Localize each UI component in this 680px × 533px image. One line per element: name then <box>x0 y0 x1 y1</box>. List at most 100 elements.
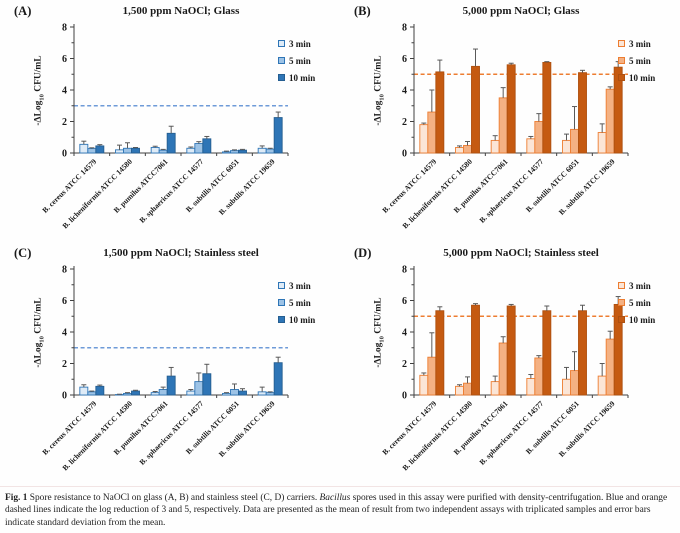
legend-swatch-icon <box>278 316 285 323</box>
bar <box>166 132 176 154</box>
bar <box>265 392 275 396</box>
y-tick-label: 0 <box>62 149 67 160</box>
bar <box>131 390 140 396</box>
bar <box>238 390 247 396</box>
legend-label: 10 min <box>629 72 656 83</box>
panel-label-a: (A) <box>14 4 32 18</box>
legend-label: 5 min <box>289 297 311 308</box>
y-tick-label: 2 <box>402 117 407 128</box>
legend-swatch-icon <box>278 57 285 64</box>
bar <box>463 382 472 396</box>
caption-text: Spore resistance to NaOCl on glass (A, B… <box>27 493 320 503</box>
legend-item: 10 min <box>278 311 315 328</box>
bar <box>463 144 472 154</box>
y-tick-label: 2 <box>402 359 407 370</box>
bar <box>542 61 552 154</box>
y-tick-label: 6 <box>62 296 67 307</box>
legend-label: 5 min <box>629 55 651 66</box>
bar <box>265 148 275 154</box>
bar <box>471 65 480 154</box>
panel-title-b: 5,000 ppm NaOCl; Glass <box>462 5 580 17</box>
bar <box>79 386 89 396</box>
bar <box>534 121 544 154</box>
bar <box>419 124 429 154</box>
y-tick-label: 6 <box>402 54 407 65</box>
panel-b: (B) 5,000 ppm NaOCl; Glass -ΔLog10 CFU/m… <box>340 0 680 242</box>
legend-item: 3 min <box>278 277 315 294</box>
bar <box>150 147 160 154</box>
legend-item: 5 min <box>278 52 315 69</box>
panel-title-a: 1,500 ppm NaOCl; Glass <box>122 5 240 17</box>
bar <box>570 128 579 154</box>
bar <box>194 381 204 396</box>
y-tick-label: 8 <box>62 23 67 34</box>
bar <box>455 147 464 154</box>
y-tick-label: 4 <box>402 328 407 339</box>
bar <box>115 149 124 154</box>
legend-label: 3 min <box>289 38 311 49</box>
bar <box>194 143 204 154</box>
y-tick-label: 4 <box>62 86 67 97</box>
x-category-label: B. licheniformis ATCC 14580 <box>61 157 135 231</box>
y-tick-label: 8 <box>62 265 67 276</box>
bar <box>158 389 168 396</box>
bar <box>222 392 231 396</box>
bar <box>186 147 196 154</box>
legend-label: 10 min <box>289 72 316 83</box>
panel-c: (C) 1,500 ppm NaOCl; Stainless steel -ΔL… <box>0 242 340 484</box>
bar <box>202 138 212 154</box>
bar <box>419 374 429 396</box>
x-category-label: B. sphaericus ATCC 14577 <box>478 157 546 225</box>
legend-swatch-icon <box>618 40 625 47</box>
bar <box>238 149 247 154</box>
panel-a: (A) 1,500 ppm NaOCl; Glass -ΔLog10 CFU/m… <box>0 0 340 242</box>
legend-swatch-icon <box>278 282 285 289</box>
legend-swatch-icon <box>618 74 625 81</box>
legend-swatch-icon <box>278 299 285 306</box>
y-tick-label: 0 <box>402 149 407 160</box>
legend-item: 5 min <box>278 294 315 311</box>
bar <box>87 391 97 396</box>
bar <box>79 143 89 154</box>
bar <box>562 139 571 154</box>
x-category-label: B. sphaericus ATCC 14577 <box>138 157 206 225</box>
y-tick-label: 4 <box>62 328 67 339</box>
caption-italic-genus: Bacillus <box>319 493 351 503</box>
legend: 3 min 5 min 10 min <box>278 277 315 328</box>
bar <box>202 373 212 396</box>
legend-item: 3 min <box>618 35 655 52</box>
bar <box>490 139 500 154</box>
bar <box>158 149 168 154</box>
bar <box>166 375 176 396</box>
legend-label: 10 min <box>289 314 316 325</box>
bar <box>257 391 267 396</box>
y-tick-label: 2 <box>62 359 67 370</box>
legend-item: 10 min <box>618 69 655 86</box>
legend-item: 3 min <box>278 35 315 52</box>
legend-label: 3 min <box>629 280 651 291</box>
legend-item: 3 min <box>618 277 655 294</box>
legend-swatch-icon <box>278 40 285 47</box>
bar <box>542 310 552 396</box>
bar <box>435 71 445 154</box>
legend-label: 10 min <box>629 314 656 325</box>
bar <box>435 310 445 396</box>
legend-swatch-icon <box>618 57 625 64</box>
bar <box>222 151 231 154</box>
bar <box>95 145 105 154</box>
bar <box>506 305 516 396</box>
bar <box>498 342 508 396</box>
bar <box>87 148 97 154</box>
y-tick-label: 0 <box>402 391 407 402</box>
bar <box>526 378 536 396</box>
panel-title-c: 1,500 ppm NaOCl; Stainless steel <box>103 247 259 259</box>
bar <box>597 132 607 154</box>
y-tick-label: 8 <box>402 265 407 276</box>
panel-d: (D) 5,000 ppm NaOCl; Stainless steel -ΔL… <box>340 242 680 484</box>
legend: 3 min 5 min 10 min <box>278 35 315 86</box>
bar <box>230 150 239 154</box>
bar <box>605 338 615 396</box>
y-tick-label: 8 <box>402 23 407 34</box>
